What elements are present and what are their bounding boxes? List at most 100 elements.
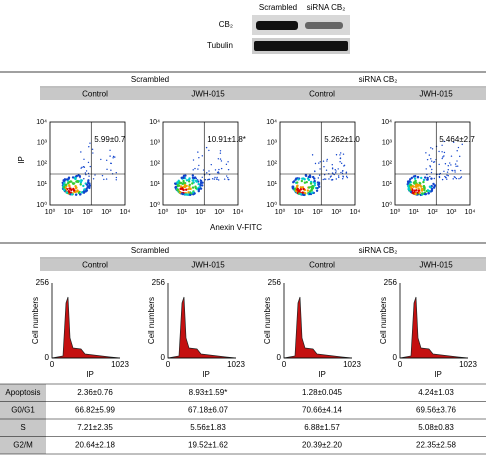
- density-dot: [115, 176, 118, 179]
- density-dot: [185, 188, 188, 191]
- density-dot: [443, 155, 445, 157]
- density-dot: [82, 184, 85, 188]
- density-dot: [450, 164, 452, 166]
- density-dot: [335, 172, 337, 174]
- condition-label: Control: [82, 90, 108, 99]
- density-dot: [443, 140, 445, 143]
- density-dot: [420, 189, 424, 192]
- density-dot: [192, 178, 195, 182]
- density-dot: [318, 174, 321, 176]
- density-dot: [196, 179, 199, 181]
- density-dot: [335, 178, 338, 180]
- density-dot: [63, 188, 66, 192]
- density-dot: [227, 177, 229, 179]
- density-dot: [85, 173, 87, 176]
- density-dot: [198, 186, 201, 189]
- density-dot: [100, 158, 102, 161]
- density-dot: [433, 161, 436, 163]
- density-dot: [63, 181, 66, 185]
- density-dot: [454, 171, 456, 173]
- x-tick-label: 10⁴: [120, 209, 131, 216]
- density-dot: [460, 169, 462, 172]
- table-cell: 2.36±0.76: [77, 388, 113, 397]
- density-dot: [340, 152, 342, 154]
- density-dot: [88, 175, 90, 177]
- y-tick-label: 10¹: [382, 181, 393, 188]
- density-dot: [415, 189, 418, 192]
- density-dot: [297, 178, 300, 181]
- density-dot: [430, 171, 433, 174]
- density-dot: [199, 179, 202, 181]
- density-dot: [331, 172, 334, 174]
- density-dot: [461, 143, 463, 146]
- density-dot: [407, 186, 410, 190]
- density-dot: [296, 188, 299, 191]
- density-dot: [225, 175, 228, 177]
- density-dot: [219, 158, 222, 160]
- x-tick-label: 0: [166, 360, 171, 369]
- condition-label: JWH-015: [191, 90, 225, 99]
- density-dot: [311, 184, 314, 188]
- density-dot: [313, 183, 317, 187]
- x-tick-label: 10²: [82, 209, 93, 216]
- density-dot: [112, 155, 115, 158]
- x-tick-label: 10¹: [177, 209, 188, 216]
- x-tick-label: 0: [50, 360, 55, 369]
- density-dot: [78, 175, 82, 178]
- density-dot: [322, 178, 324, 181]
- density-dot: [340, 171, 342, 174]
- density-dot: [323, 174, 326, 176]
- density-dot: [311, 191, 314, 194]
- density-dot: [426, 176, 429, 180]
- y-tick-label: 10⁴: [149, 119, 160, 126]
- density-dot: [406, 184, 410, 188]
- density-dot: [430, 177, 433, 180]
- x-tick-label: 1023: [343, 360, 361, 369]
- density-dot: [83, 178, 85, 180]
- density-dot: [84, 172, 87, 174]
- density-dot: [228, 178, 230, 181]
- density-dot: [101, 174, 104, 177]
- density-dot: [441, 178, 444, 181]
- density-dot: [441, 144, 443, 146]
- x-tick-label: 10⁴: [233, 209, 244, 216]
- y-axis-label: Cell numbers: [31, 297, 40, 344]
- y-tick-label: 10⁰: [149, 201, 160, 209]
- density-dot: [112, 157, 114, 159]
- density-dot: [193, 192, 196, 195]
- density-dot: [70, 193, 74, 196]
- density-dot: [323, 166, 325, 168]
- density-dot: [422, 178, 426, 182]
- density-dot: [176, 181, 179, 184]
- row-header-cell: [0, 419, 46, 437]
- y-tick-label: 10²: [267, 160, 278, 167]
- density-dot: [337, 175, 340, 177]
- y-tick-label: 10⁴: [266, 119, 277, 126]
- density-dot: [315, 189, 319, 192]
- density-dot: [412, 185, 415, 189]
- density-dot: [208, 170, 210, 172]
- density-dot: [176, 188, 179, 191]
- density-dot: [198, 157, 200, 159]
- group-label: Scrambled: [131, 246, 169, 255]
- plot-frame: [49, 121, 126, 206]
- condition-bar: [40, 259, 486, 271]
- density-dot: [194, 187, 198, 190]
- density-dot: [414, 183, 418, 186]
- density-dot: [211, 178, 214, 180]
- density-dot: [191, 176, 195, 180]
- density-dot: [217, 179, 220, 181]
- density-dot: [205, 146, 208, 149]
- density-dot: [456, 165, 459, 167]
- density-dot: [446, 174, 448, 176]
- density-dot: [187, 191, 190, 194]
- density-dot: [192, 159, 195, 161]
- density-dot: [219, 150, 222, 152]
- density-dot: [313, 181, 317, 185]
- density-dot: [449, 162, 451, 164]
- density-dot: [339, 154, 341, 156]
- y-tick-label: 10¹: [37, 181, 48, 188]
- density-dot: [423, 176, 427, 179]
- blot-row-label: Tubulin: [207, 41, 233, 50]
- density-dot: [414, 179, 417, 183]
